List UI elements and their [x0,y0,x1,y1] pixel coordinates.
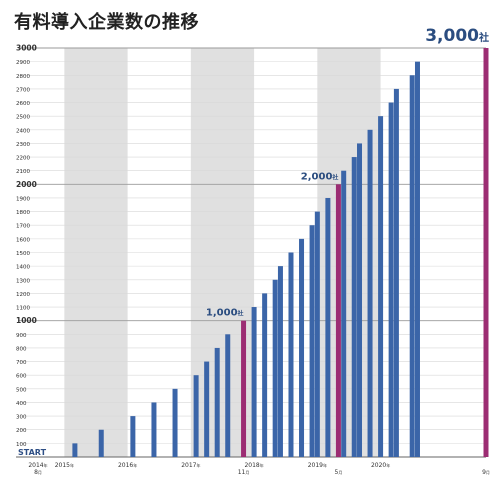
y-tick-label: 1300 [16,278,30,284]
bar [272,279,278,457]
y-tick-label: 2500 [16,115,30,121]
y-tick-label: 700 [16,360,27,366]
milestone-label: 2,000社 [301,171,339,182]
y-tick-label: 2800 [16,74,30,80]
bar [388,102,394,458]
y-tick-label: 400 [16,401,27,407]
y-tick-label: 2700 [16,87,30,93]
bar [172,388,178,457]
y-tick-label: 2000 [16,180,37,189]
bar [409,75,415,458]
bar [204,361,210,457]
bar-milestone [335,184,341,458]
y-tick-label: 3000 [16,44,37,53]
y-tick-label: 1000 [16,316,37,325]
bar-milestone [483,48,489,457]
y-tick-label: 2100 [16,169,30,175]
bar [414,61,420,458]
bar [251,307,257,457]
bar [299,238,305,457]
start-label: START [18,448,47,457]
x-start-month-label: 8月 [34,469,42,476]
y-tick-label: 1500 [16,251,30,257]
milestone-annotations: 1,000社 2,000社 3,000社 [206,26,489,319]
milestone-label: 3,000社 [425,26,489,46]
x-month-label: 9月 [482,469,490,476]
chart-title: 有料導入企業数の推移 [14,12,199,33]
bar [225,334,231,457]
bar [357,143,363,457]
y-tick-label: 2400 [16,128,30,134]
bar [98,429,104,457]
bar-milestone [241,320,247,457]
bars [72,48,489,458]
y-tick-label: 100 [16,442,27,448]
milestone-label: 1,000社 [206,308,244,319]
y-tick-label: 2200 [16,156,30,162]
y-tick-label: 500 [16,387,27,393]
y-tick-label: 2300 [16,142,30,148]
y-tick-label: 600 [16,374,27,380]
y-tick-label: 300 [16,415,27,421]
x-year-label: 2019年 [308,462,327,469]
y-tick-label: 800 [16,346,27,352]
y-tick-label: 1100 [16,306,30,312]
bar [309,225,315,457]
bar [193,375,199,457]
x-year-label: 2017年 [181,462,200,469]
y-tick-label: 900 [16,333,27,339]
y-tick-label: 2600 [16,101,30,107]
y-tick-label: 1800 [16,210,30,216]
bar [262,293,268,457]
bar [378,116,384,458]
bar [288,252,294,457]
bar [351,157,357,458]
y-tick-label: 1600 [16,237,30,243]
y-tick-label: 1900 [16,196,30,202]
y-tick-label: 2900 [16,60,30,66]
x-month-label: 11月 [238,469,250,476]
y-tick-label: 200 [16,428,27,434]
bar [325,197,331,457]
x-year-label: 2015年 [55,462,74,469]
bar [214,347,220,457]
bar [341,170,347,457]
y-tick-label: 1200 [16,292,30,298]
x-month-label: 5月 [335,469,343,476]
y-axis-ticks: 100 200 300 400 500 600 700 800 900 1000 1100 1200 1… [16,44,47,458]
x-year-label: 2014年 [28,462,47,469]
bar [72,443,78,457]
bar [314,211,320,457]
bar [130,416,136,457]
y-tick-label: 1700 [16,224,30,230]
bar [367,129,373,458]
bar [393,88,399,458]
bar [151,402,157,457]
bar [277,266,283,457]
x-year-label: 2016年 [118,462,137,469]
x-year-label: 2020年 [371,462,390,469]
y-tick-label: 1400 [16,265,30,271]
x-year-label: 2018年 [244,462,263,469]
